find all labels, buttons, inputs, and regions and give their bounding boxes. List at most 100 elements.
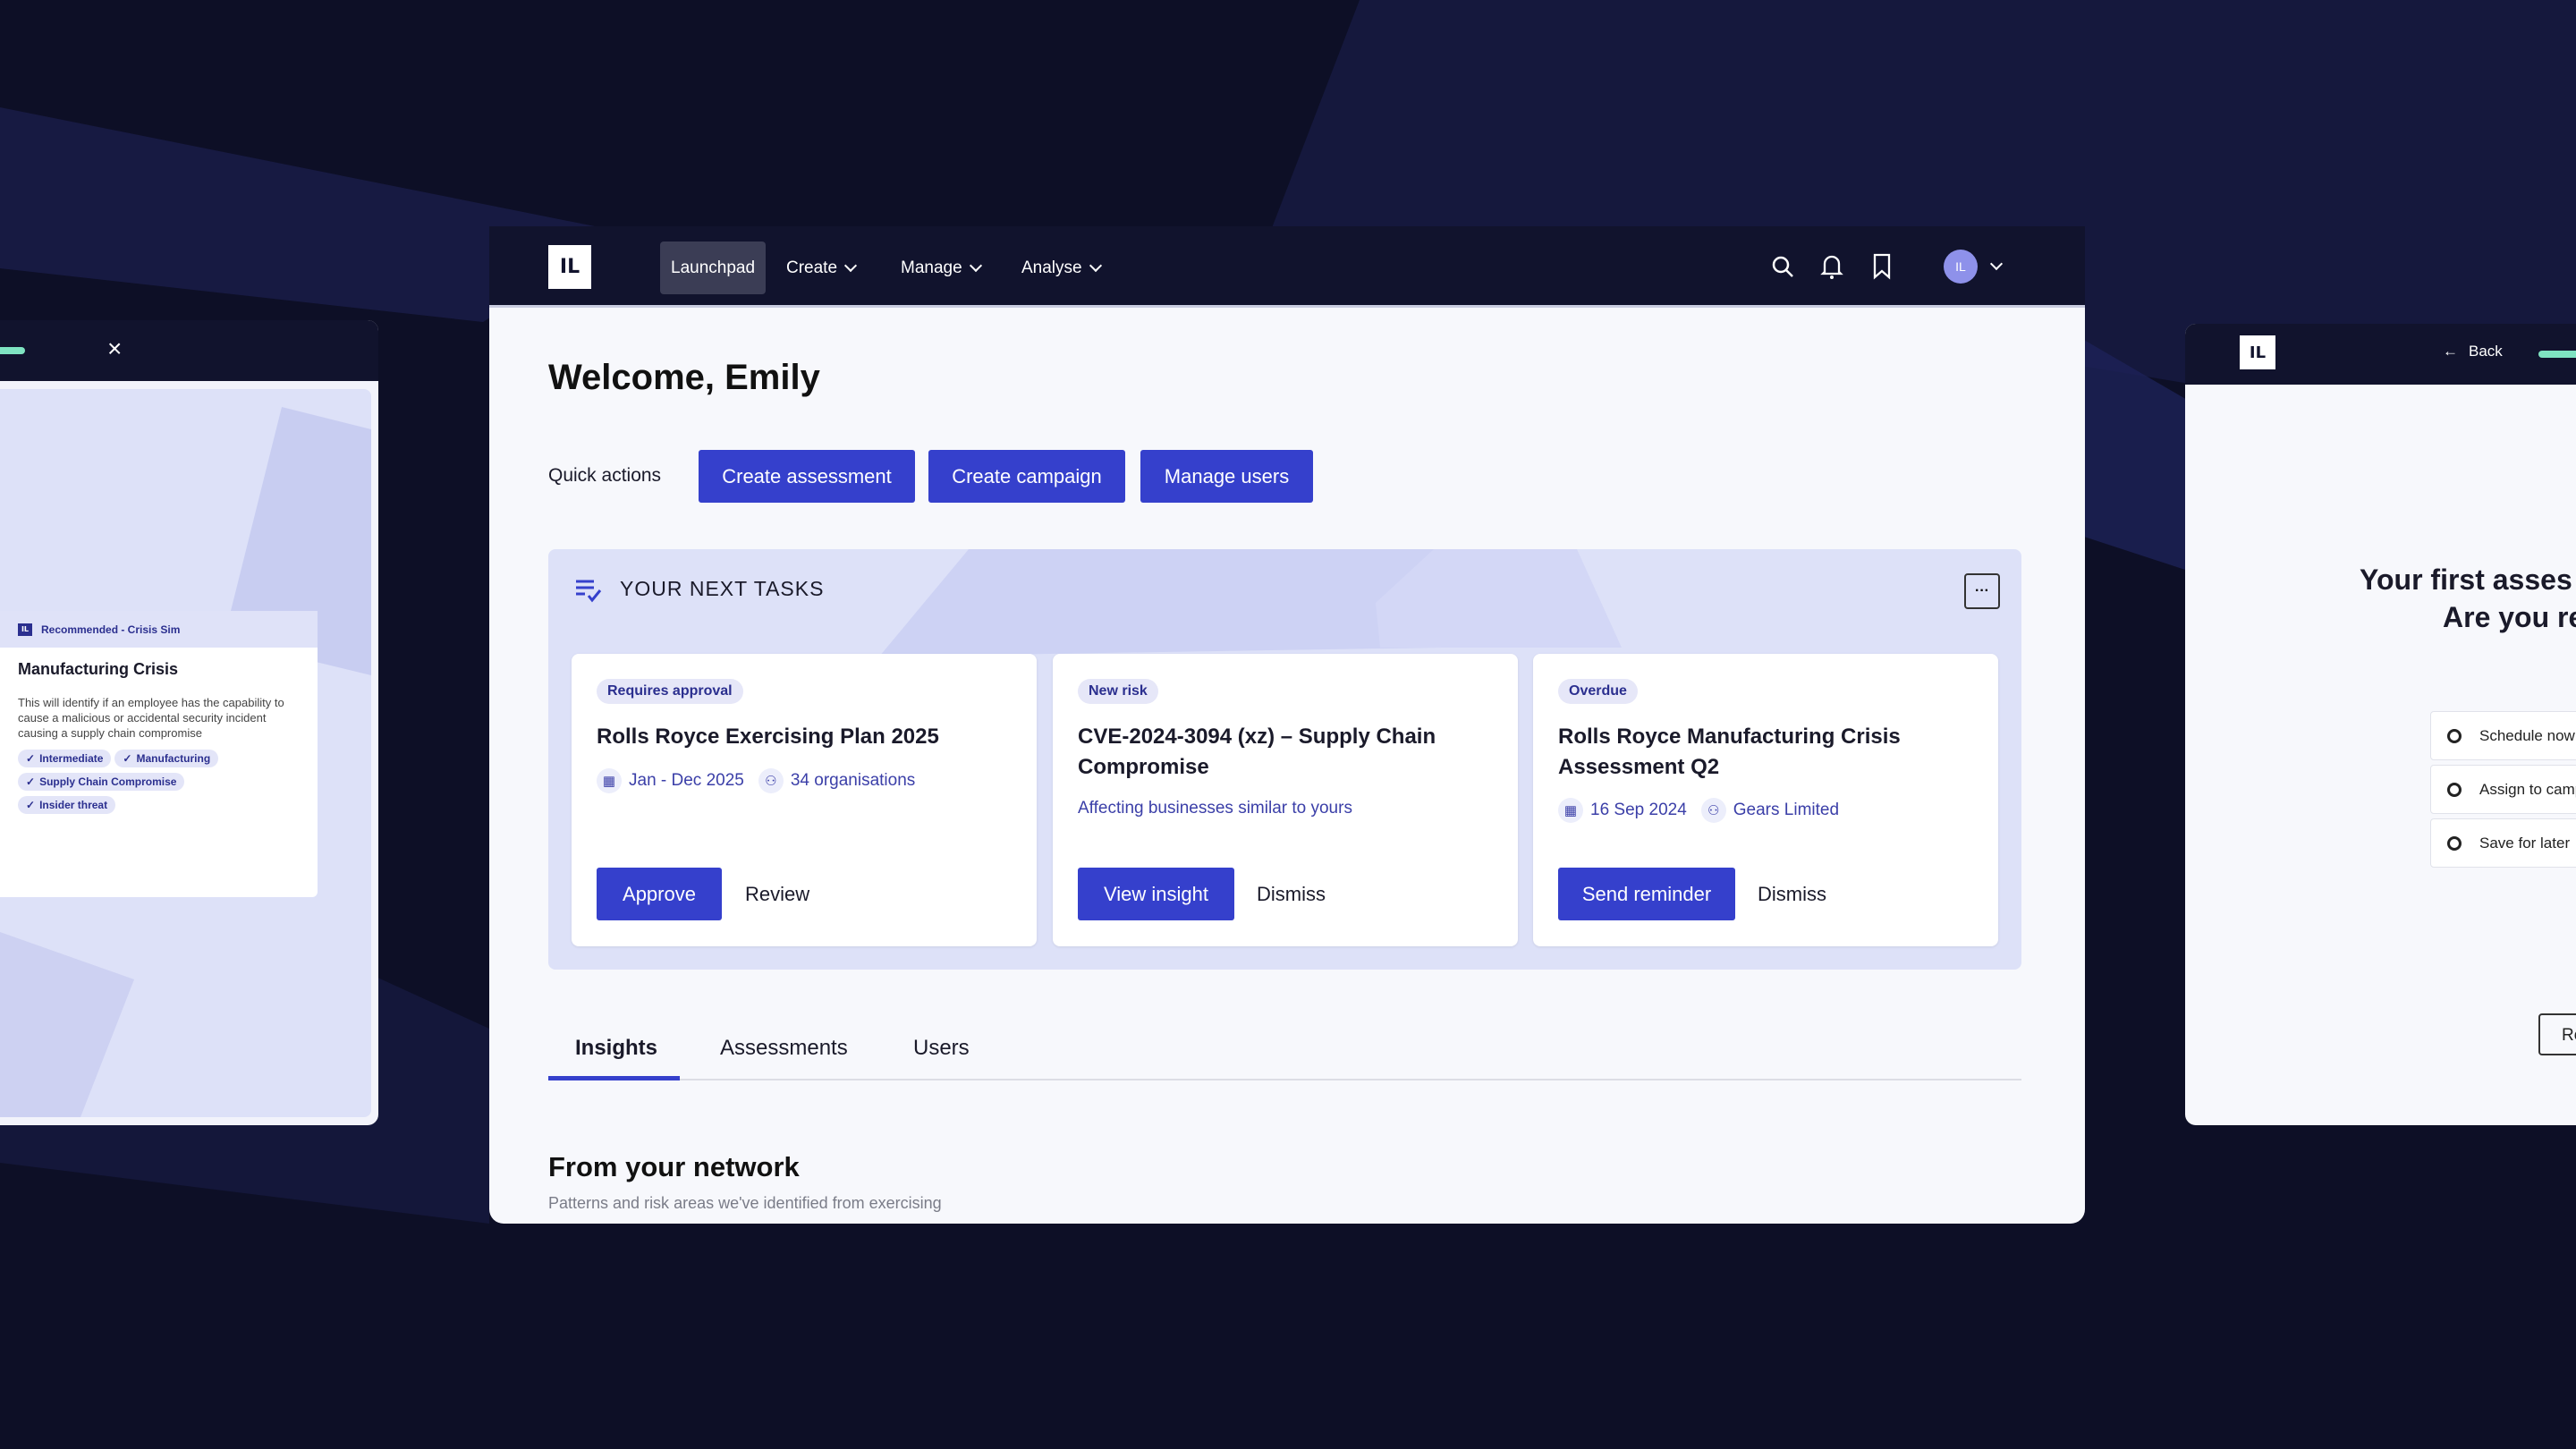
card-body: Manufacturing Crisis This will identify …	[0, 648, 318, 832]
chevron-down-icon	[969, 258, 982, 273]
chevron-down-icon	[1089, 258, 1102, 273]
task-meta: ▦ 16 Sep 2024 ⚇ Gears Limited	[1558, 798, 1839, 823]
tag: ✓ Manufacturing	[114, 750, 219, 767]
radio-icon	[2447, 728, 2462, 743]
recommendation-card[interactable]: IL Recommended - Crisis Sim Manufacturin…	[0, 611, 318, 897]
tag-label: Manufacturing	[136, 752, 211, 765]
nav-create[interactable]: Create	[775, 242, 866, 294]
nav-label: Manage	[901, 258, 962, 277]
task-subtitle: Affecting businesses similar to yours	[1078, 799, 1352, 818]
left-panel-body: IL Recommended - Crisis Sim Manufacturin…	[0, 389, 371, 1117]
right-panel-header: IL ← Back	[2185, 324, 2576, 385]
quick-actions-label: Quick actions	[548, 465, 662, 486]
task-meta: ▦ Jan - Dec 2025 ⚇ 34 organisations	[597, 768, 915, 793]
continue-button[interactable]: Re	[2538, 1013, 2576, 1055]
card-category: Recommended - Crisis Sim	[41, 623, 181, 636]
calendar-icon: ▦	[1558, 798, 1583, 823]
decor-shape	[879, 549, 1622, 657]
option-save-for-later[interactable]: Save for later	[2430, 818, 2576, 868]
manage-users-button[interactable]: Manage users	[1140, 450, 1313, 503]
task-card: New risk CVE-2024-3094 (xz) – Supply Cha…	[1053, 654, 1518, 946]
card-header: IL Recommended - Crisis Sim	[0, 611, 318, 648]
user-icon: ⚇	[1700, 798, 1726, 823]
close-icon[interactable]: ×	[107, 335, 123, 362]
task-title: Rolls Royce Exercising Plan 2025	[597, 724, 939, 749]
more-options-button[interactable]: ···	[1964, 573, 2000, 609]
task-list-icon	[576, 580, 602, 603]
nav-launchpad[interactable]: Launchpad	[660, 242, 767, 294]
radio-icon	[2447, 782, 2462, 797]
tasks-title: YOUR NEXT TASKS	[620, 577, 825, 600]
nav-manage[interactable]: Manage	[890, 242, 991, 294]
user-icon: ⚇	[758, 768, 784, 793]
left-preview-panel: × IL Recommended - Crisis Sim Manufactur…	[0, 320, 378, 1125]
next-tasks-panel: YOUR NEXT TASKS ··· Requires approval Ro…	[548, 549, 2021, 970]
radio-icon	[2447, 835, 2462, 851]
progress-bar	[2538, 351, 2576, 358]
il-logo: IL	[2240, 335, 2275, 369]
nav-label: Analyse	[1021, 258, 1082, 277]
heading-line-2: Are you re	[2443, 601, 2576, 633]
avatar[interactable]: IL	[1944, 250, 1978, 284]
decor-shape	[0, 407, 371, 1117]
top-nav: IL Launchpad Create Manage Analyse IL	[489, 226, 2085, 308]
task-date: 16 Sep 2024	[1590, 801, 1687, 819]
page-title: Welcome, Emily	[548, 358, 820, 397]
task-card: Requires approval Rolls Royce Exercising…	[572, 654, 1037, 946]
search-icon[interactable]	[1770, 254, 1795, 279]
tab-users[interactable]: Users	[913, 1036, 970, 1060]
bookmark-icon[interactable]	[1872, 253, 1892, 280]
il-logo: IL	[18, 623, 32, 636]
back-link[interactable]: ← Back	[2443, 343, 2503, 360]
arrow-left-icon: ←	[2443, 343, 2458, 360]
calendar-icon: ▦	[597, 768, 622, 793]
status-badge: New risk	[1078, 679, 1158, 704]
option-label: Assign to camp	[2479, 780, 2576, 798]
section-title: From your network	[548, 1151, 800, 1182]
option-label: Schedule now	[2479, 726, 2575, 744]
tag: ✓ Insider threat	[18, 796, 116, 814]
task-org: Gears Limited	[1733, 801, 1840, 819]
create-assessment-button[interactable]: Create assessment	[699, 450, 915, 503]
task-date: Jan - Dec 2025	[629, 771, 744, 790]
dismiss-button[interactable]: Dismiss	[1257, 883, 1326, 905]
review-button[interactable]: Review	[745, 883, 810, 905]
task-title: CVE-2024-3094 (xz) – Supply Chain Compro…	[1078, 724, 1436, 779]
nav-analyse[interactable]: Analyse	[1011, 242, 1111, 294]
tag-label: Intermediate	[39, 752, 104, 765]
il-logo[interactable]: IL	[548, 245, 591, 289]
card-title: Manufacturing Crisis	[18, 660, 179, 678]
tab-insights[interactable]: Insights	[575, 1036, 658, 1060]
send-reminder-button[interactable]: Send reminder	[1558, 868, 1735, 920]
bell-icon[interactable]	[1820, 253, 1843, 280]
chevron-down-icon	[843, 258, 858, 273]
nav-label: Create	[786, 258, 838, 277]
tag: ✓ Supply Chain Compromise	[18, 773, 185, 791]
status-badge: Requires approval	[597, 679, 743, 704]
tag: ✓ Intermediate	[18, 750, 112, 767]
nav-label: Launchpad	[671, 258, 756, 277]
option-label: Save for later	[2479, 834, 2571, 852]
dismiss-button[interactable]: Dismiss	[1758, 883, 1826, 905]
active-tab-indicator	[548, 1076, 680, 1080]
task-card: Overdue Rolls Royce Manufacturing Crisis…	[1533, 654, 1998, 946]
section-subtitle: Patterns and risk areas we've identified…	[548, 1194, 942, 1212]
card-description: This will identify if an employee has th…	[18, 696, 284, 740]
main-window: IL Launchpad Create Manage Analyse IL We…	[489, 226, 2085, 1224]
option-schedule-now[interactable]: Schedule now	[2430, 711, 2576, 760]
heading-line-1: Your first asses	[2360, 564, 2572, 596]
status-badge: Overdue	[1558, 679, 1638, 704]
chevron-down-icon[interactable]	[1989, 257, 2004, 271]
create-campaign-button[interactable]: Create campaign	[928, 450, 1125, 503]
tab-assessments[interactable]: Assessments	[720, 1036, 848, 1060]
task-org: 34 organisations	[790, 771, 916, 790]
progress-bar	[0, 347, 25, 354]
right-preview-panel: IL ← Back Your first asses Are you re Sch…	[2185, 324, 2576, 1125]
back-label: Back	[2469, 343, 2503, 360]
option-assign-to-campaign[interactable]: Assign to camp	[2430, 765, 2576, 814]
view-insight-button[interactable]: View insight	[1078, 868, 1234, 920]
left-panel-header: ×	[0, 320, 378, 381]
tag-label: Supply Chain Compromise	[39, 775, 177, 788]
approve-button[interactable]: Approve	[597, 868, 722, 920]
task-title: Rolls Royce Manufacturing Crisis Assessm…	[1558, 724, 1901, 779]
